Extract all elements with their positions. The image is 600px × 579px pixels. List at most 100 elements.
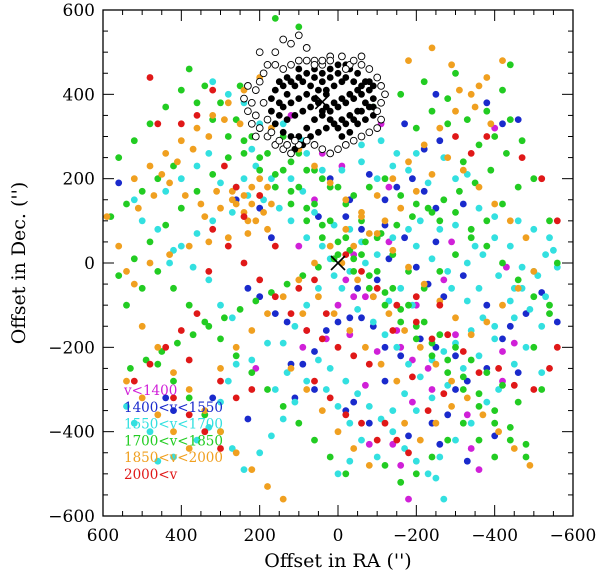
- point-1700<v<1850: [506, 61, 514, 69]
- point-1700<v<1850: [452, 251, 459, 258]
- point-1400<v<1550: [115, 179, 123, 187]
- point-1550<v<1700: [483, 398, 491, 406]
- point-1850<v<2000: [522, 234, 530, 242]
- point-1400<v<1550: [514, 369, 522, 376]
- point-1550<v<1700: [491, 234, 499, 242]
- point-1400<v<1550: [483, 301, 491, 309]
- point-1850<v<2000: [150, 192, 158, 199]
- point-1400<v<1550: [268, 234, 275, 242]
- point-2000<v: [271, 242, 279, 250]
- point-1850<v<2000: [232, 343, 240, 351]
- point-1550<v<1700: [518, 263, 526, 271]
- point-1550<v<1700: [279, 339, 287, 347]
- point-1700<v<1850: [436, 331, 444, 339]
- point-1850<v<2000: [209, 112, 217, 119]
- point-1550<v<1700: [448, 284, 455, 292]
- point-companion-open: [287, 60, 295, 69]
- point-1850<v<2000: [362, 343, 369, 351]
- point-1700<v<1850: [130, 137, 138, 145]
- point-2000<v: [318, 335, 326, 343]
- point-1550<v<1700: [412, 407, 420, 414]
- point-1550<v<1700: [491, 322, 499, 330]
- point-1550<v<1700: [338, 166, 346, 174]
- point-v<1400: [334, 301, 342, 309]
- point-companion-filled: [315, 86, 322, 94]
- point-1850<v<2000: [475, 183, 483, 191]
- point-1850<v<2000: [154, 343, 162, 351]
- point-1550<v<1700: [542, 251, 549, 258]
- point-1550<v<1700: [393, 150, 401, 157]
- point-companion-filled: [322, 86, 330, 94]
- point-v<1400: [350, 293, 358, 301]
- point-1550<v<1700: [275, 204, 283, 212]
- x-axis-title: Offset in RA (''): [264, 550, 411, 572]
- point-2000<v: [546, 365, 553, 372]
- point-1700<v<1850: [224, 154, 232, 162]
- point-companion-filled: [346, 90, 354, 98]
- point-1400<v<1550: [436, 137, 444, 145]
- point-companion-open: [294, 56, 303, 65]
- point-companion-open: [263, 60, 272, 69]
- point-1550<v<1700: [217, 301, 224, 309]
- point-1850<v<2000: [197, 200, 205, 208]
- point-companion-filled: [303, 90, 311, 98]
- x-tick-label: −200: [393, 526, 440, 546]
- point-1850<v<2000: [334, 428, 342, 436]
- legend-entry: 1700<v<1850: [124, 433, 223, 449]
- point-1850<v<2000: [130, 175, 138, 183]
- point-1550<v<1700: [193, 436, 201, 444]
- point-1550<v<1700: [303, 301, 311, 309]
- point-1550<v<1700: [170, 246, 177, 254]
- point-1700<v<1850: [123, 301, 130, 309]
- point-1550<v<1700: [358, 158, 365, 166]
- point-1700<v<1850: [412, 200, 420, 208]
- point-v<1400: [373, 348, 381, 355]
- point-1700<v<1850: [381, 289, 389, 296]
- point-companion-open: [341, 65, 350, 73]
- point-companion-filled: [311, 74, 318, 81]
- point-1700<v<1850: [170, 284, 177, 292]
- point-1700<v<1850: [209, 171, 217, 178]
- point-companion-open: [302, 136, 311, 145]
- point-1550<v<1700: [146, 428, 154, 436]
- point-1550<v<1700: [287, 217, 295, 225]
- point-1700<v<1850: [546, 301, 553, 309]
- point-2000<v: [393, 301, 401, 309]
- point-1550<v<1700: [365, 403, 373, 410]
- point-1850<v<2000: [252, 217, 260, 225]
- point-2000<v: [209, 86, 217, 94]
- point-1850<v<2000: [154, 411, 162, 419]
- point-companion-open: [349, 56, 358, 65]
- x-tick-label: 200: [243, 526, 275, 546]
- point-1850<v<2000: [166, 251, 174, 258]
- point-1850<v<2000: [287, 365, 295, 372]
- y-tick-label: −600: [48, 507, 95, 527]
- point-1550<v<1700: [358, 436, 365, 444]
- x-tick-label: 400: [165, 526, 197, 546]
- point-2000<v: [440, 390, 448, 398]
- point-2000<v: [295, 284, 303, 292]
- point-1400<v<1550: [354, 284, 361, 292]
- point-companion-open: [377, 98, 385, 107]
- point-companion-open: [318, 56, 327, 65]
- point-1850<v<2000: [158, 171, 166, 178]
- point-1850<v<2000: [510, 445, 518, 452]
- point-companion-open: [259, 98, 268, 107]
- point-1700<v<1850: [393, 221, 401, 229]
- point-1550<v<1700: [397, 284, 405, 292]
- point-2000<v: [436, 301, 444, 309]
- point-1400<v<1550: [440, 293, 448, 301]
- point-1850<v<2000: [467, 331, 475, 339]
- point-companion-filled: [295, 95, 303, 102]
- point-v<1400: [440, 276, 448, 284]
- point-companion-filled: [358, 107, 365, 115]
- point-1850<v<2000: [264, 183, 271, 191]
- point-companion-open: [373, 73, 382, 82]
- point-v<1400: [448, 238, 455, 246]
- marker-stroke: [314, 94, 330, 110]
- point-companion-filled: [342, 120, 350, 128]
- point-1850<v<2000: [479, 411, 487, 419]
- point-1850<v<2000: [444, 154, 452, 162]
- point-companion-open: [310, 141, 319, 149]
- point-1550<v<1700: [444, 268, 452, 275]
